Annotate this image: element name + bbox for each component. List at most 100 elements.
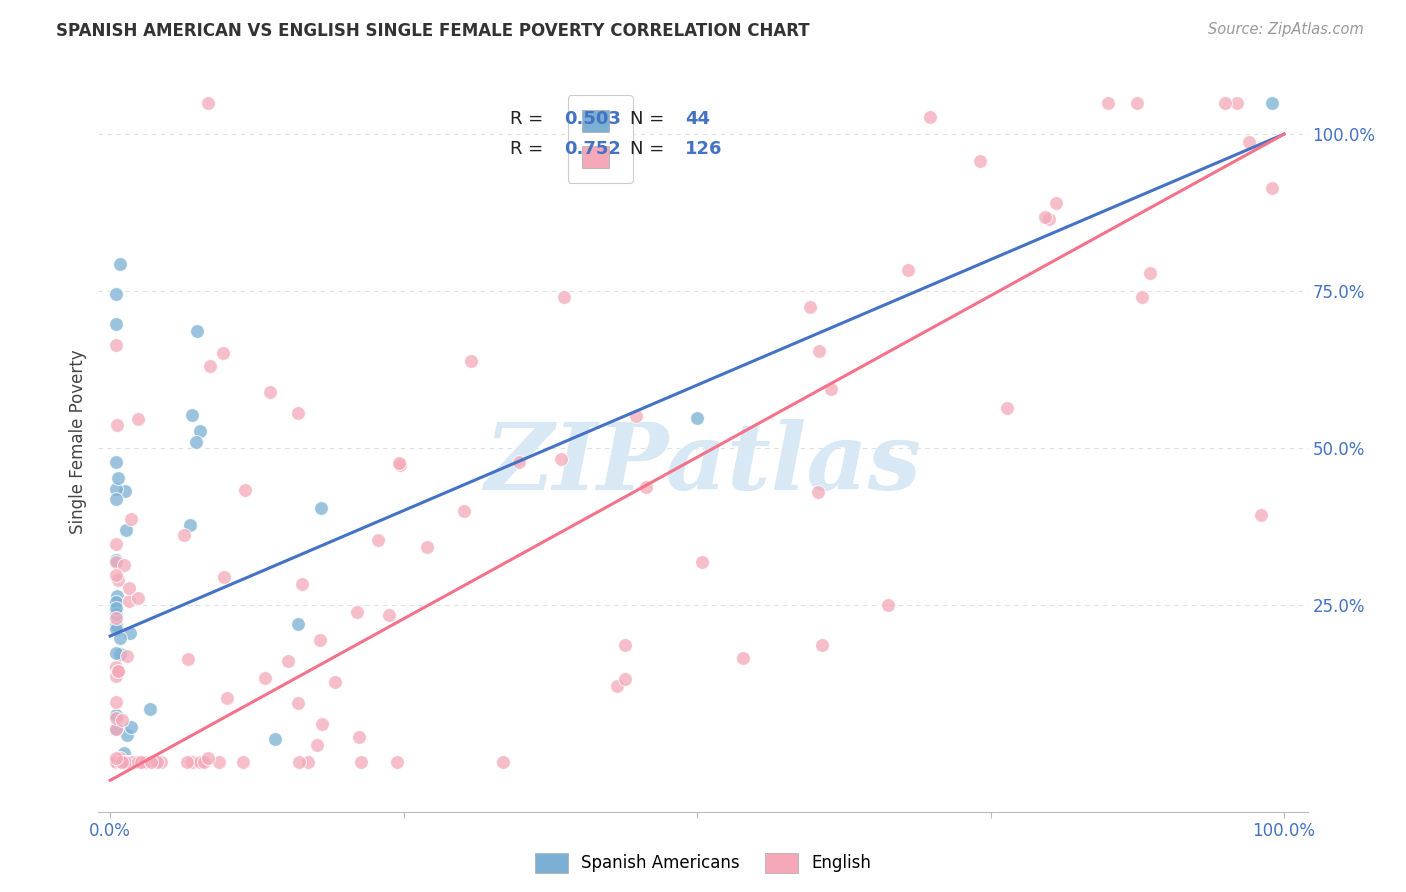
Point [367,533,389,547]
Point [1250,508,1272,522]
Point [127,591,149,605]
Point [193,755,215,769]
Point [287,617,309,632]
Point [309,632,332,647]
Point [820,382,842,396]
Point [111,755,134,769]
Point [107,665,129,679]
Point [105,491,128,506]
Point [277,654,299,668]
Point [1139,267,1161,281]
Point [416,540,439,554]
Point [105,611,128,625]
Point [105,617,128,632]
Point [110,631,132,645]
Point [460,354,482,368]
Point [388,456,411,470]
Point [897,263,920,277]
Point [107,471,129,485]
Point [212,569,235,583]
Point [108,751,131,765]
Point [1045,195,1067,210]
Point [307,738,329,752]
Point [1226,95,1249,110]
Point [107,664,129,678]
Point [146,755,169,769]
Point [492,755,515,769]
Point [105,286,128,301]
Point [606,679,628,693]
Text: 44: 44 [685,111,710,128]
Point [105,755,128,769]
Point [287,405,309,419]
Point [105,722,128,736]
Point [105,417,128,432]
Point [115,727,138,741]
Point [108,257,131,271]
Point [233,483,256,498]
Point [808,344,831,359]
Point [1097,95,1119,110]
Point [107,755,129,769]
Point [197,751,219,765]
Point [287,696,309,710]
Point [799,300,821,314]
Point [105,537,128,551]
Point [297,755,319,769]
Point [105,708,128,723]
Point [186,324,208,338]
Point [105,755,128,769]
Text: R =: R = [509,111,548,128]
Point [105,755,128,769]
Point [105,455,128,469]
Point [117,755,139,769]
Legend: , : , [568,95,633,183]
Point [1126,95,1149,110]
Point [105,483,128,497]
Point [179,517,201,532]
Point [105,755,128,769]
Point [105,607,128,621]
Point [1261,95,1284,110]
Point [350,755,373,769]
Point [217,691,239,706]
Point [129,755,152,769]
Point [107,573,129,587]
Point [105,755,128,769]
Text: N =: N = [630,140,671,158]
Point [389,458,412,472]
Point [107,755,129,769]
Point [290,576,312,591]
Point [127,755,149,769]
Point [918,110,941,124]
Point [232,755,254,769]
Point [105,317,128,331]
Point [877,598,900,612]
Point [253,671,276,685]
Point [259,384,281,399]
Point [105,755,128,769]
Point [346,605,368,619]
Point [385,755,408,769]
Point [112,747,135,761]
Point [118,594,141,608]
Point [114,755,136,769]
Point [378,607,401,622]
Point [614,672,637,686]
Point [553,289,575,303]
Point [118,581,141,595]
Point [1038,211,1060,226]
Text: SPANISH AMERICAN VS ENGLISH SINGLE FEMALE POVERTY CORRELATION CHART: SPANISH AMERICAN VS ENGLISH SINGLE FEMAL… [56,22,810,40]
Point [188,755,211,769]
Point [508,455,530,469]
Point [311,501,333,516]
Point [208,755,231,769]
Point [184,434,207,449]
Point [110,755,132,769]
Point [120,626,142,640]
Text: R =: R = [509,140,548,158]
Point [105,589,128,603]
Point [115,648,138,663]
Point [120,720,142,734]
Point [112,558,135,572]
